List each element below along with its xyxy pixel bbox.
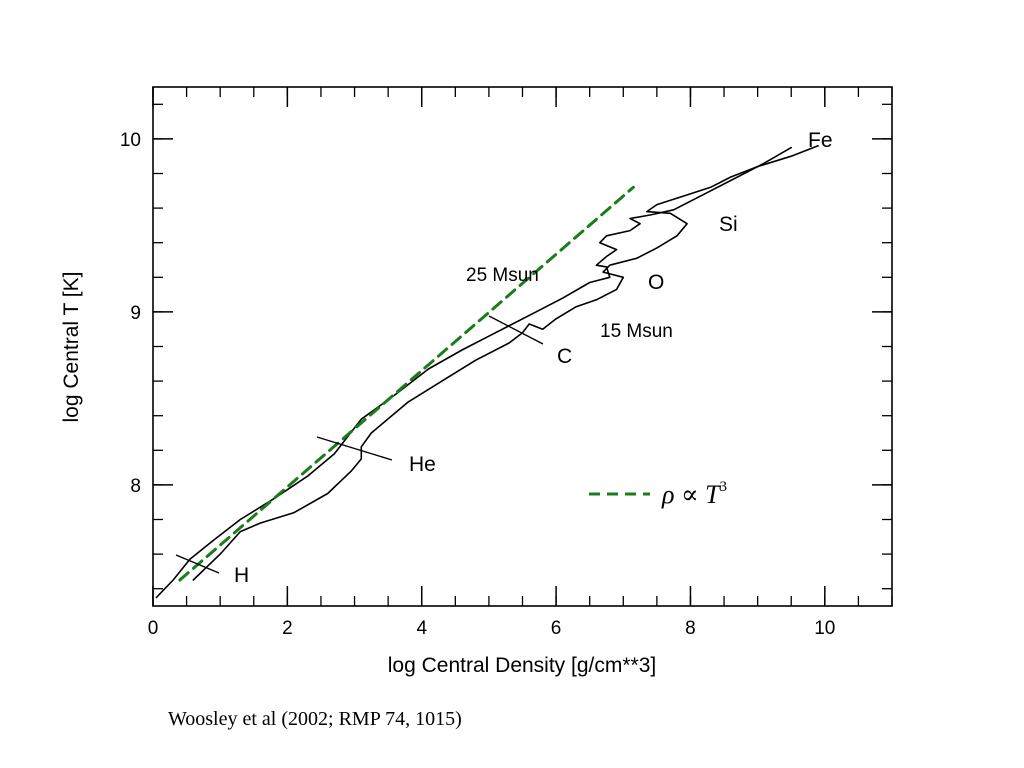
x-tick-label: 6 — [551, 618, 562, 639]
mass-label-15: 15 Msun — [600, 321, 673, 342]
y-axis-label: log Central T [K] — [60, 272, 83, 423]
x-axis-ticks: 0 2 4 6 8 10 — [148, 87, 835, 639]
legend-label-main: ρ ∝ T — [661, 480, 721, 509]
y-tick-label: 9 — [130, 303, 141, 324]
citation: Woosley et al (2002; RMP 74, 1015) — [168, 708, 462, 730]
x-tick-label: 0 — [148, 618, 159, 639]
stage-markers — [175, 315, 544, 574]
plot-frame — [152, 86, 893, 607]
x-tick-label: 10 — [814, 618, 835, 639]
fe-stage-label: Fe — [808, 129, 833, 152]
o-stage-label: O — [648, 271, 664, 294]
legend: ρ ∝ T3 — [589, 479, 727, 509]
x-tick-label: 2 — [282, 618, 293, 639]
y-tick-label: 8 — [130, 476, 141, 497]
y-axis-ticks: 8 9 10 — [120, 130, 892, 497]
h-stage-marker — [175, 554, 220, 574]
x-tick-label: 8 — [685, 618, 696, 639]
c-stage-label: C — [557, 345, 572, 368]
track-15-msun — [192, 145, 819, 581]
density-power-law-line — [178, 185, 635, 582]
mass-label-25: 25 Msun — [466, 265, 539, 286]
minor-ticks — [152, 87, 893, 606]
he-stage-label: He — [409, 453, 436, 476]
series-layer — [155, 145, 819, 599]
c-stage-marker — [488, 315, 544, 345]
x-tick-label: 4 — [416, 618, 427, 639]
si-stage-label: Si — [719, 213, 738, 236]
y-tick-label: 10 — [120, 130, 141, 151]
h-stage-label: H — [234, 564, 249, 587]
he-stage-marker — [316, 436, 393, 461]
track-25-msun — [155, 146, 792, 599]
legend-label-exponent: 3 — [720, 479, 728, 495]
legend-label: ρ ∝ T3 — [661, 479, 727, 509]
x-axis-label: log Central Density [g/cm**3] — [388, 654, 656, 677]
